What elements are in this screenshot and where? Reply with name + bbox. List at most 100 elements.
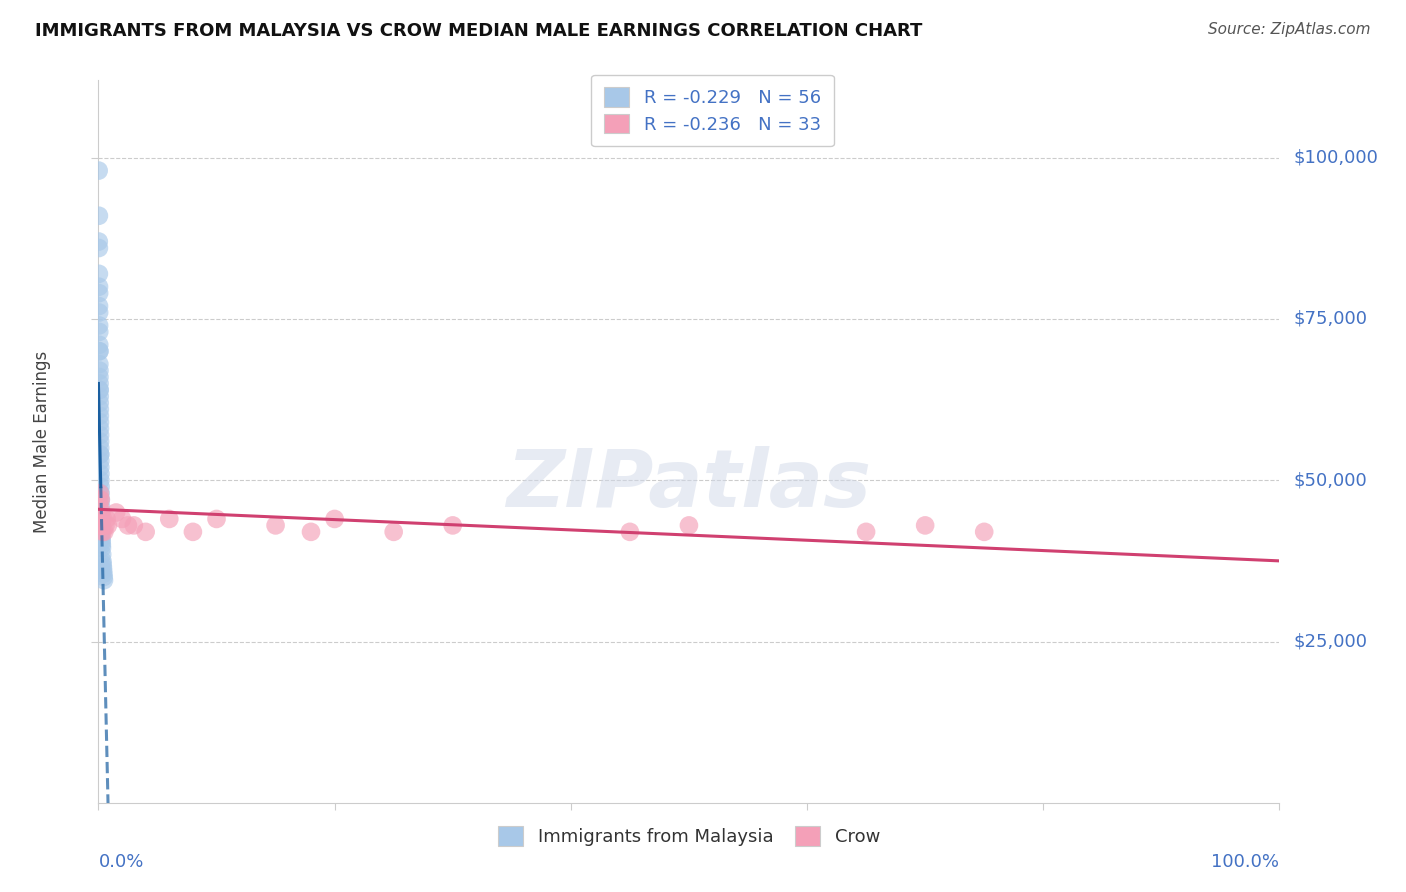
Point	[90, 518, 112, 533]
Text: 0.0%: 0.0%	[98, 854, 143, 871]
Point	[90, 518, 112, 533]
Point	[87, 299, 110, 313]
Point	[89, 363, 111, 377]
Point	[89, 422, 111, 436]
Text: IMMIGRANTS FROM MALAYSIA VS CROW MEDIAN MALE EARNINGS CORRELATION CHART: IMMIGRANTS FROM MALAYSIA VS CROW MEDIAN …	[35, 22, 922, 40]
Point	[90, 534, 112, 549]
Point	[87, 279, 110, 293]
Text: $25,000: $25,000	[1294, 632, 1368, 650]
Point	[135, 524, 157, 539]
Point	[89, 318, 111, 333]
Point	[89, 286, 111, 301]
Point	[89, 447, 111, 461]
Point	[93, 573, 115, 587]
Point	[93, 570, 115, 584]
Point	[89, 434, 111, 449]
Point	[122, 518, 145, 533]
Point	[90, 492, 112, 507]
Point	[323, 512, 346, 526]
Text: $100,000: $100,000	[1294, 149, 1378, 167]
Point	[90, 480, 112, 494]
Point	[93, 524, 115, 539]
Point	[90, 492, 112, 507]
Point	[87, 209, 110, 223]
Text: Source: ZipAtlas.com: Source: ZipAtlas.com	[1208, 22, 1371, 37]
Point	[89, 402, 111, 417]
Point	[973, 524, 995, 539]
Point	[89, 460, 111, 475]
Point	[89, 518, 111, 533]
Point	[96, 512, 118, 526]
Point	[157, 512, 180, 526]
Point	[299, 524, 322, 539]
Point	[91, 541, 114, 555]
Point	[89, 486, 111, 500]
Point	[90, 522, 112, 536]
Point	[91, 560, 114, 574]
Legend: Immigrants from Malaysia, Crow: Immigrants from Malaysia, Crow	[489, 817, 889, 855]
Point	[90, 531, 112, 545]
Text: ZIPatlas: ZIPatlas	[506, 446, 872, 524]
Point	[111, 512, 134, 526]
Point	[89, 383, 111, 397]
Point	[91, 554, 114, 568]
Text: Median Male Earnings: Median Male Earnings	[32, 351, 51, 533]
Point	[89, 325, 111, 339]
Point	[89, 499, 111, 513]
Point	[91, 512, 114, 526]
Point	[181, 524, 204, 539]
Point	[90, 524, 112, 539]
Point	[89, 512, 111, 526]
Point	[90, 506, 112, 520]
Point	[914, 518, 936, 533]
Point	[91, 518, 114, 533]
Point	[87, 241, 110, 255]
Point	[89, 338, 111, 352]
Point	[89, 344, 111, 359]
Point	[89, 389, 111, 403]
Text: $50,000: $50,000	[1294, 471, 1367, 489]
Point	[89, 396, 111, 410]
Point	[90, 538, 112, 552]
Text: 100.0%: 100.0%	[1212, 854, 1279, 871]
Point	[264, 518, 287, 533]
Point	[619, 524, 641, 539]
Point	[89, 305, 111, 319]
Point	[89, 447, 111, 461]
Point	[382, 524, 405, 539]
Point	[89, 454, 111, 468]
Point	[89, 467, 111, 481]
Point	[205, 512, 228, 526]
Point	[89, 473, 111, 487]
Point	[89, 492, 111, 507]
Point	[91, 548, 114, 562]
Point	[90, 506, 112, 520]
Point	[91, 557, 114, 571]
Point	[89, 383, 111, 397]
Point	[89, 357, 111, 371]
Point	[89, 441, 111, 455]
Point	[93, 566, 115, 581]
Point	[855, 524, 877, 539]
Point	[117, 518, 139, 533]
Point	[89, 428, 111, 442]
Point	[90, 486, 112, 500]
Point	[105, 506, 128, 520]
Point	[89, 409, 111, 423]
Point	[97, 518, 120, 533]
Point	[89, 344, 111, 359]
Point	[87, 235, 110, 249]
Point	[441, 518, 464, 533]
Point	[89, 415, 111, 429]
Point	[89, 376, 111, 391]
Text: $75,000: $75,000	[1294, 310, 1368, 328]
Point	[89, 370, 111, 384]
Point	[87, 163, 110, 178]
Point	[87, 267, 110, 281]
Point	[90, 499, 112, 513]
Point	[678, 518, 700, 533]
Point	[90, 512, 112, 526]
Point	[91, 524, 114, 539]
Point	[94, 518, 117, 533]
Point	[91, 564, 114, 578]
